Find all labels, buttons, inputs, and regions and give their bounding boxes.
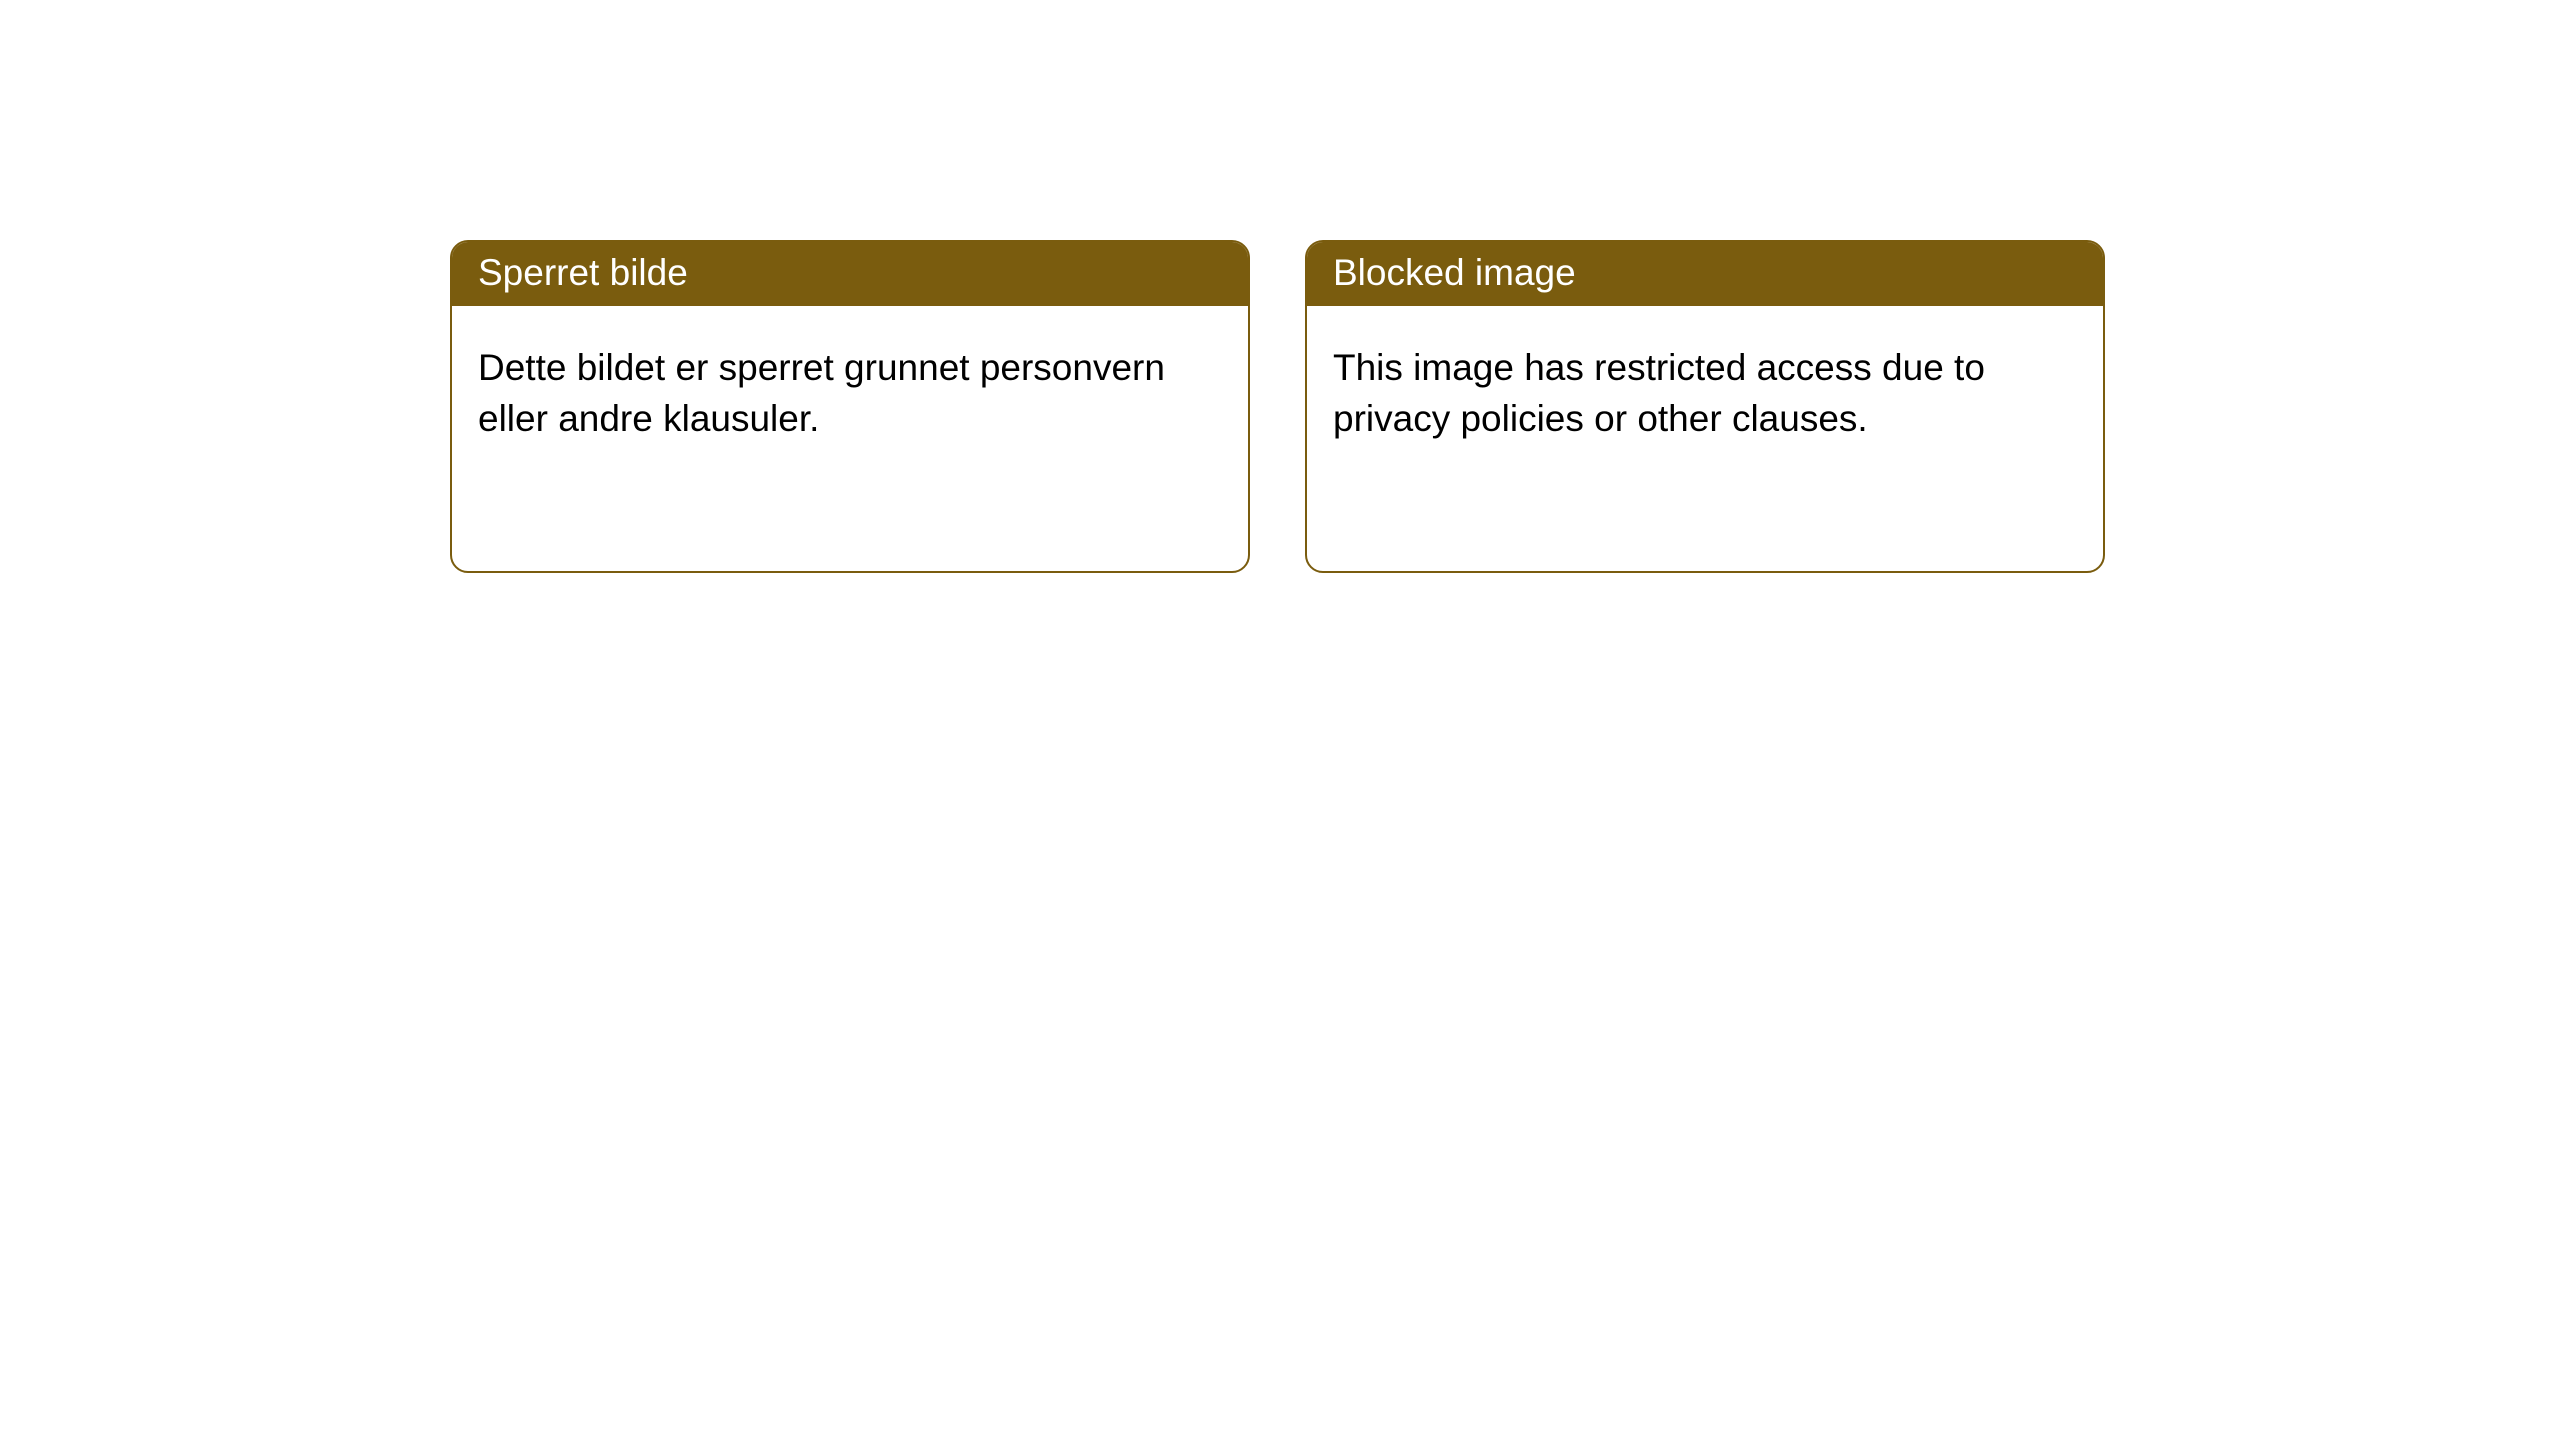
card-header: Sperret bilde	[452, 242, 1248, 306]
card-body: Dette bildet er sperret grunnet personve…	[452, 306, 1248, 470]
card-body: This image has restricted access due to …	[1307, 306, 2103, 470]
blocked-image-card-english: Blocked image This image has restricted …	[1305, 240, 2105, 573]
card-text: Dette bildet er sperret grunnet personve…	[478, 342, 1222, 444]
card-title: Blocked image	[1333, 252, 1576, 293]
card-title: Sperret bilde	[478, 252, 688, 293]
card-text: This image has restricted access due to …	[1333, 342, 2077, 444]
blocked-image-card-norwegian: Sperret bilde Dette bildet er sperret gr…	[450, 240, 1250, 573]
cards-container: Sperret bilde Dette bildet er sperret gr…	[0, 0, 2560, 573]
card-header: Blocked image	[1307, 242, 2103, 306]
